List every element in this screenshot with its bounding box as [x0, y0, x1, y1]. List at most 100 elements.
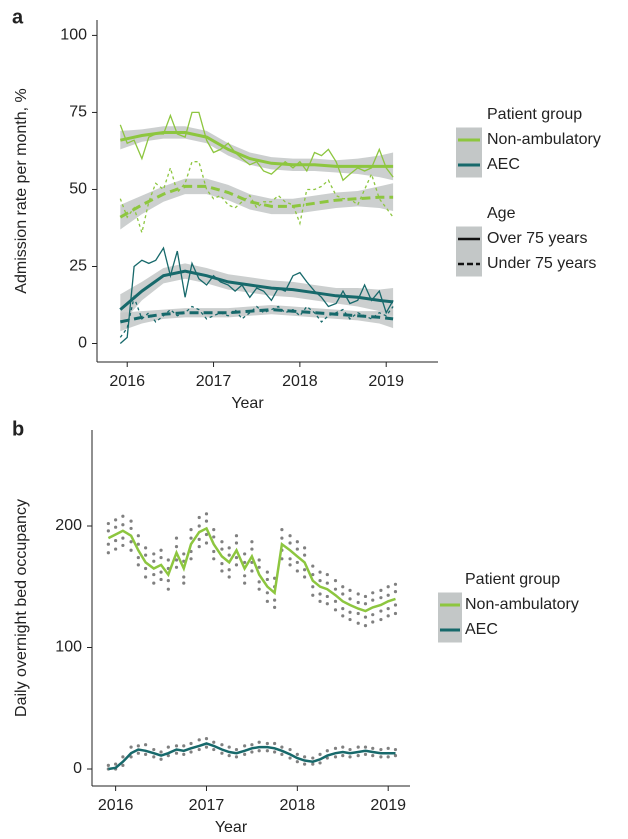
data-point	[182, 752, 186, 757]
data-point	[265, 577, 269, 582]
data-point	[182, 552, 186, 556]
legend-title: Patient group	[465, 571, 560, 588]
data-point	[129, 755, 133, 759]
data-point	[341, 614, 345, 618]
data-point	[189, 536, 193, 540]
data-point	[371, 598, 375, 602]
data-point	[356, 621, 360, 625]
data-point	[303, 546, 307, 550]
x-axis-title: Year	[215, 819, 248, 836]
data-point	[114, 547, 118, 551]
data-point	[136, 534, 140, 538]
data-point	[227, 745, 231, 749]
data-point	[129, 745, 133, 749]
data-point	[386, 593, 390, 597]
data-point	[393, 747, 398, 752]
data-point	[243, 744, 247, 748]
data-point	[166, 587, 170, 591]
data-point	[106, 542, 110, 546]
legend-label: AEC	[465, 621, 498, 638]
data-point	[144, 546, 148, 550]
x-tick-label: 2016	[98, 797, 134, 814]
data-point	[393, 754, 398, 758]
data-point	[348, 747, 352, 752]
data-point	[227, 546, 231, 550]
data-point	[348, 597, 352, 601]
data-point	[341, 585, 345, 589]
data-point	[348, 755, 352, 759]
data-point	[189, 741, 193, 746]
data-point	[250, 750, 254, 754]
data-point	[212, 549, 216, 554]
data-point	[386, 746, 390, 750]
data-point	[386, 607, 390, 611]
data-point	[295, 547, 299, 551]
data-point	[341, 745, 345, 749]
y-tick-label: 0	[73, 760, 82, 777]
data-point	[333, 746, 338, 750]
data-point	[311, 564, 315, 568]
data-point	[166, 579, 170, 583]
data-point	[371, 613, 375, 617]
smooth-line	[119, 184, 394, 219]
data-point	[325, 581, 329, 585]
smooth-line	[119, 269, 394, 311]
data-point	[121, 763, 125, 767]
data-point	[234, 555, 239, 560]
data-point	[250, 540, 254, 544]
data-point	[386, 585, 390, 589]
data-point	[243, 752, 247, 757]
data-point	[311, 762, 315, 766]
data-point	[136, 555, 140, 560]
data-point	[333, 755, 338, 759]
data-point	[204, 541, 209, 545]
data-point	[234, 755, 239, 759]
data-point	[220, 569, 224, 573]
data-point	[273, 598, 277, 602]
data-point	[182, 581, 186, 585]
data-point	[280, 528, 284, 532]
data-point	[257, 740, 261, 744]
data-point	[371, 591, 375, 595]
data-point	[363, 602, 368, 606]
data-point	[379, 617, 383, 622]
data-point	[386, 614, 390, 618]
data-point	[333, 587, 338, 591]
data-point	[393, 611, 398, 616]
raw-line	[119, 111, 394, 182]
data-point	[318, 599, 322, 603]
smooth-line	[119, 308, 394, 324]
data-point	[333, 608, 338, 612]
data-point	[197, 747, 201, 752]
data-point	[257, 749, 261, 753]
data-point	[106, 529, 110, 533]
data-point	[318, 579, 322, 583]
data-point	[295, 569, 299, 573]
data-point	[356, 754, 360, 758]
data-point	[189, 750, 193, 754]
data-point	[303, 568, 307, 572]
data-point	[333, 579, 338, 583]
data-point	[243, 581, 247, 585]
data-point	[379, 596, 383, 600]
data-point	[295, 752, 299, 757]
data-point	[220, 743, 224, 747]
y-tick-label: 0	[78, 335, 87, 352]
data-point	[121, 755, 125, 759]
data-point	[257, 565, 261, 569]
data-point	[318, 752, 322, 757]
data-point	[212, 535, 216, 539]
data-point	[197, 537, 201, 541]
data-point	[204, 519, 209, 523]
x-tick-label: 2018	[280, 797, 316, 814]
data-point	[265, 591, 269, 595]
data-point	[311, 585, 315, 589]
data-point	[288, 747, 292, 752]
data-point	[303, 762, 307, 766]
data-point	[152, 755, 156, 759]
data-point	[379, 588, 383, 592]
data-point	[182, 575, 186, 579]
raw-line	[119, 246, 394, 344]
data-point	[136, 744, 140, 748]
data-point	[174, 751, 179, 755]
